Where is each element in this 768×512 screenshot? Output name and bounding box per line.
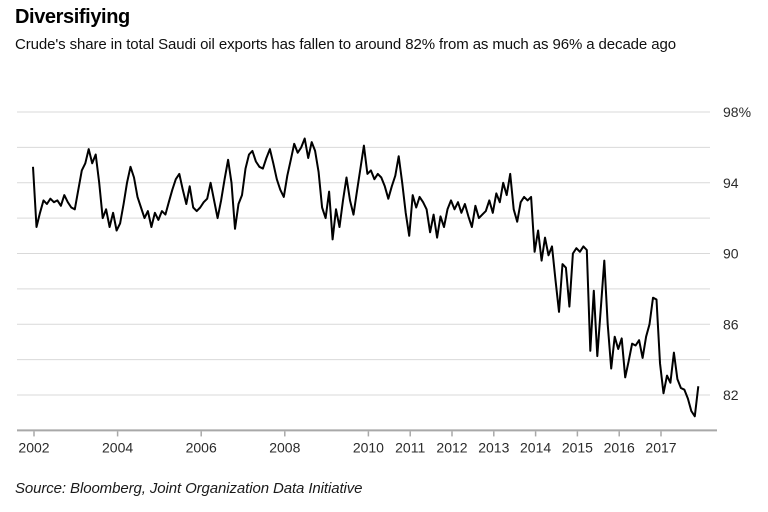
x-axis-label: 2006 [186, 439, 217, 455]
chart-title: Diversifiying [15, 6, 130, 28]
x-axis-label: 2015 [562, 439, 593, 455]
x-axis-label: 2011 [395, 439, 425, 455]
x-axis-label: 2017 [645, 439, 676, 455]
x-axis-label: 2004 [102, 439, 133, 455]
x-axis-label: 2016 [604, 439, 635, 455]
x-axis-label: 2012 [436, 439, 467, 455]
x-axis-label: 2008 [269, 439, 300, 455]
source-credit: Source: Bloomberg, Joint Organization Da… [15, 480, 363, 497]
chart-subtitle: Crude's share in total Saudi oil exports… [15, 36, 676, 53]
y-axis-label: 86 [723, 316, 739, 332]
y-axis-label: 90 [723, 246, 739, 262]
y-axis-label: 82 [723, 387, 739, 403]
x-axis-label: 2014 [520, 439, 551, 455]
y-axis-label: 98% [723, 104, 751, 120]
x-axis-label: 2010 [353, 439, 384, 455]
y-axis-label: 94 [723, 175, 739, 191]
x-axis-label: 2002 [18, 439, 49, 455]
data-line-crude-share [32, 137, 700, 418]
x-axis-label: 2013 [478, 439, 509, 455]
